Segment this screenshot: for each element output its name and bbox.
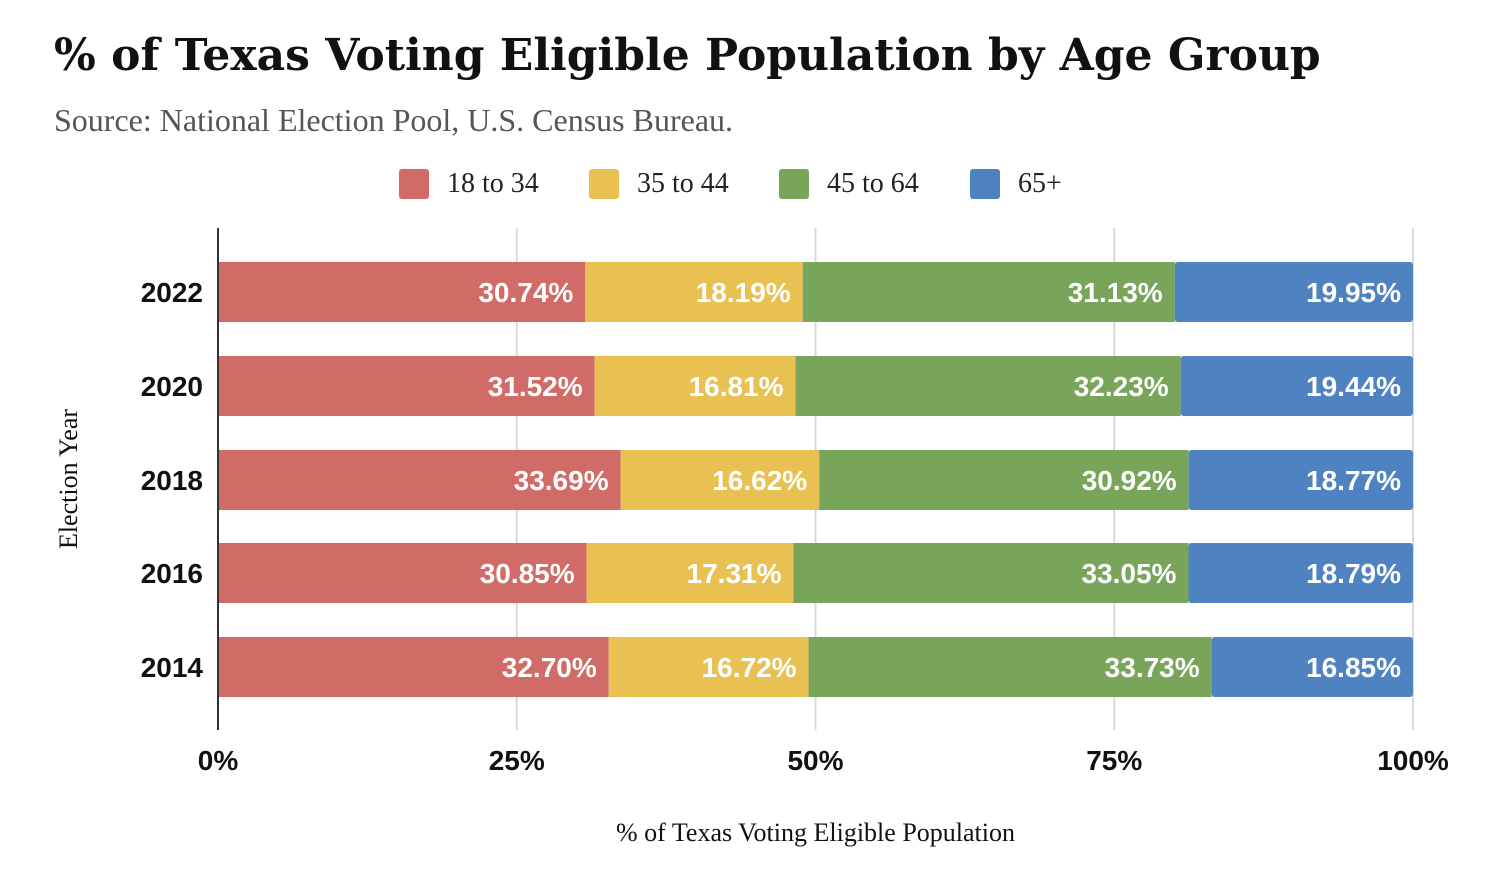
legend-label-65-plus: 65+ [1018,168,1062,199]
data-label: 18.77% [1306,465,1401,496]
y-tick-label: 2014 [141,652,204,683]
y-tick-label: 2022 [141,277,203,308]
bar-segment [793,543,1189,603]
legend-label-18-to-34: 18 to 34 [447,168,539,199]
data-label: 16.85% [1306,652,1401,683]
data-label: 16.72% [702,652,797,683]
bar-segment [1174,262,1413,322]
bar-segment [819,450,1189,510]
legend-label-35-to-44: 35 to 44 [637,168,729,199]
bar-segment [608,637,809,697]
bar-segment [218,637,609,697]
legend-item-35-to-44: 35 to 44 [589,168,729,200]
data-label: 19.44% [1306,371,1401,402]
y-axis-title: Election Year [54,409,83,549]
data-label: 19.95% [1306,277,1401,308]
x-tick-label: 25% [489,745,545,776]
bar-segment [795,356,1181,416]
legend-swatch-35-to-44 [589,169,619,199]
chart-title: % of Texas Voting Eligible Population by… [54,30,1321,81]
bar-segment [218,450,621,510]
x-axis-title: % of Texas Voting Eligible Population [616,818,1015,847]
bar-segment [218,543,587,603]
bar-segment [620,450,820,510]
data-label: 16.62% [712,465,807,496]
chart-subtitle: Source: National Election Pool, U.S. Cen… [54,102,734,138]
bar-segment [1188,450,1413,510]
data-label: 32.70% [502,652,597,683]
data-label: 33.69% [514,465,609,496]
bar-segment [802,262,1175,322]
data-label: 30.92% [1082,465,1177,496]
x-tick-label: 75% [1086,745,1142,776]
data-label: 18.19% [696,277,791,308]
bar-segment [1188,543,1413,603]
x-tick-label: 100% [1377,745,1449,776]
legend-label-45-to-64: 45 to 64 [827,168,919,199]
bar-segment [218,262,586,322]
y-tick-label: 2020 [141,371,203,402]
y-tick-label: 2018 [141,465,203,496]
legend-item-18-to-34: 18 to 34 [399,168,539,200]
bar-segment [586,543,794,603]
x-tick-label: 50% [787,745,843,776]
data-label: 33.73% [1105,652,1200,683]
x-axis-tick-labels: 0% 25% 50% 75% 100% [198,745,1449,776]
data-label: 33.05% [1081,558,1176,589]
legend-swatch-45-to-64 [779,169,809,199]
data-label: 16.81% [689,371,784,402]
y-tick-label: 2016 [141,558,203,589]
legend-swatch-65-plus [970,169,1000,199]
data-label: 30.85% [480,558,575,589]
bar-segment [1180,356,1413,416]
x-tick-label: 0% [198,745,239,776]
bar-segment [218,356,595,416]
legend-item-45-to-64: 45 to 64 [779,168,919,200]
bars: 30.74% 18.19% 31.13% 19.95% 31.52% 16.81% 32.2… [218,262,1413,697]
bar-segment [1211,637,1413,697]
bar-segment [594,356,796,416]
data-label: 32.23% [1074,371,1169,402]
legend-swatch-18-to-34 [399,169,429,199]
data-label: 30.74% [478,277,573,308]
legend-item-65-plus: 65+ [970,168,1062,200]
bar-segment [808,637,1212,697]
data-label: 31.52% [488,371,583,402]
y-axis-labels: 2022 2020 2018 2016 2014 [141,277,204,683]
data-label: 17.31% [687,558,782,589]
data-label: 31.13% [1068,277,1163,308]
data-label: 18.79% [1306,558,1401,589]
bar-segment [585,262,803,322]
